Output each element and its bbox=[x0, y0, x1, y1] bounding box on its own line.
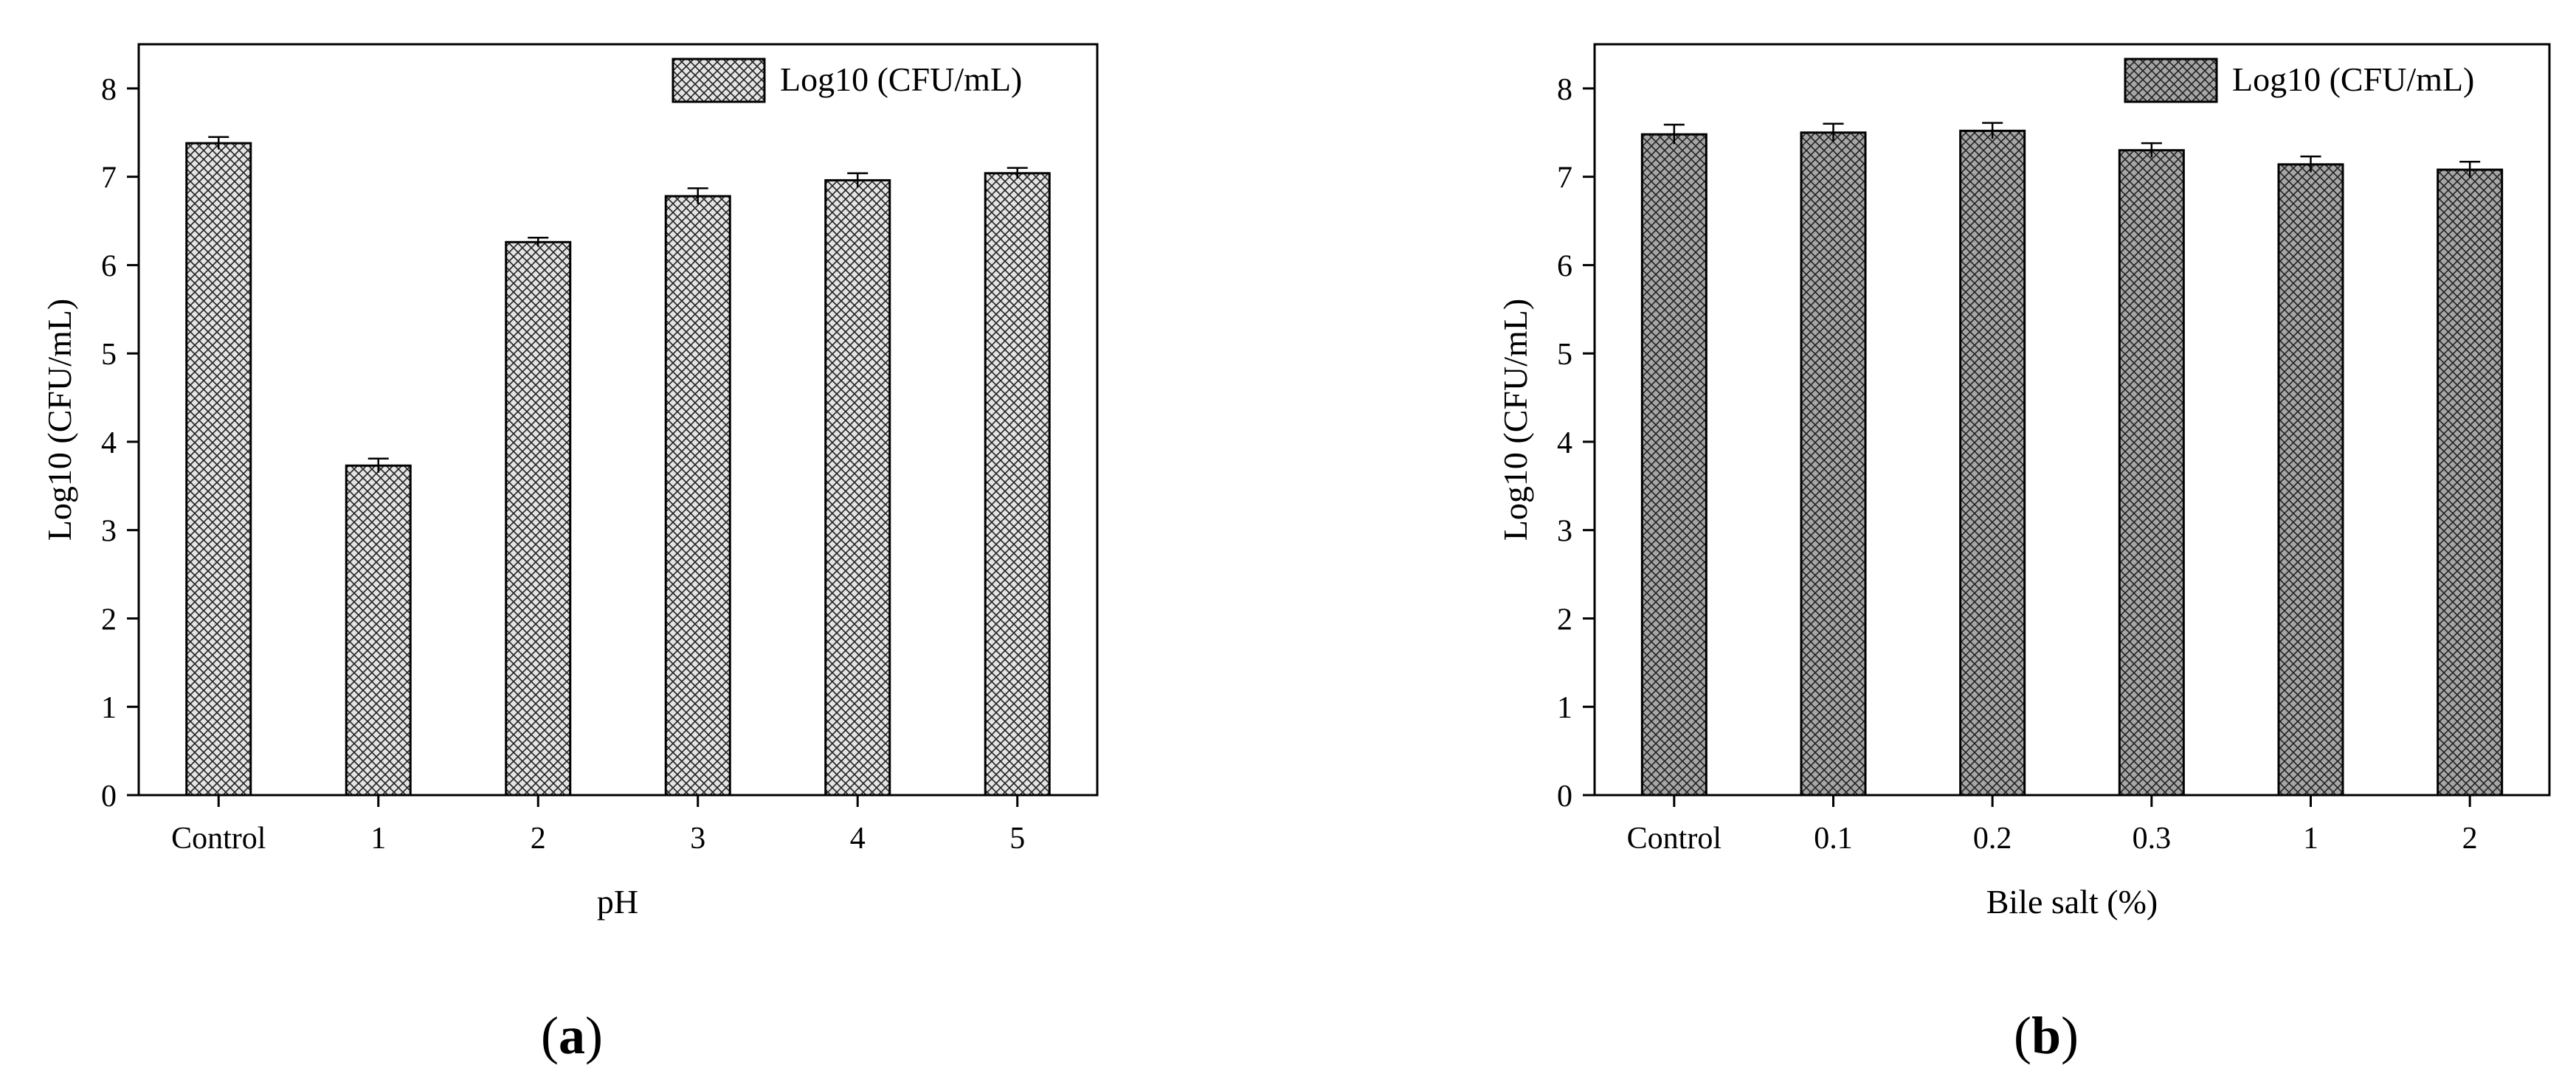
y-tick-label: 3 bbox=[101, 515, 117, 549]
bar bbox=[2118, 149, 2185, 797]
panel-label-letter: b bbox=[2031, 1006, 2061, 1065]
x-tick-label: 5 bbox=[1009, 822, 1025, 856]
bar bbox=[2437, 168, 2504, 797]
panel-label-open-paren: ( bbox=[2014, 1006, 2031, 1065]
legend-label: Log10 (CFU/mL) bbox=[780, 60, 1022, 98]
y-tick-label: 0 bbox=[101, 780, 117, 814]
plot-frame bbox=[137, 43, 1099, 797]
chart-panel-b: 0 1 2 3 4 5 6 7 8 Control 0.1 0.2 0.3 1 2 Bile salt (%)… bbox=[1496, 43, 2551, 1065]
x-axis-title: Bile salt (%) bbox=[1986, 883, 2158, 921]
y-tick-label: 2 bbox=[101, 603, 117, 637]
x-tick-label: Control bbox=[1627, 822, 1722, 856]
y-tick-label: 3 bbox=[1557, 515, 1572, 549]
y-tick-label: 7 bbox=[1557, 162, 1572, 195]
bar bbox=[984, 172, 1051, 797]
y-tick-label: 7 bbox=[101, 162, 117, 195]
legend-swatch bbox=[671, 58, 766, 103]
bar bbox=[505, 240, 572, 797]
panel-label: (b) bbox=[2014, 1006, 2079, 1065]
y-axis-title: Log10 (CFU/mL) bbox=[1496, 299, 1534, 541]
panel-label-close-paren: ) bbox=[585, 1006, 603, 1065]
y-tick-label: 5 bbox=[101, 338, 117, 372]
legend-label: Log10 (CFU/mL) bbox=[2232, 60, 2474, 98]
x-tick-label: 2 bbox=[2462, 822, 2478, 856]
x-tick-label: 0.1 bbox=[1814, 822, 1853, 856]
y-tick-label: 1 bbox=[1557, 691, 1572, 725]
x-tick-label: 0.2 bbox=[1973, 822, 2012, 856]
y-tick-label: 4 bbox=[101, 426, 117, 460]
bar bbox=[824, 178, 891, 797]
x-tick-label: 1 bbox=[370, 822, 386, 856]
panel-label-letter: a bbox=[559, 1006, 585, 1065]
x-axis-title: pH bbox=[597, 883, 638, 921]
x-tick-label: 3 bbox=[690, 822, 705, 856]
y-tick-label: 2 bbox=[1557, 603, 1572, 637]
x-tick-label: 0.3 bbox=[2133, 822, 2172, 856]
panel-label-close-paren: ) bbox=[2061, 1006, 2079, 1065]
chart-panel-a: 0 1 2 3 4 5 6 7 8 Control 1 2 3 4 5 pH Log10 (CFU/mL) Log… bbox=[41, 43, 1099, 1065]
y-tick-label: 6 bbox=[101, 249, 117, 283]
bar bbox=[664, 195, 731, 797]
y-tick-label: 8 bbox=[101, 73, 117, 107]
legend-swatch bbox=[2124, 58, 2218, 103]
x-tick-label: 4 bbox=[850, 822, 866, 856]
y-tick-label: 0 bbox=[1557, 780, 1572, 814]
y-tick-label: 1 bbox=[101, 691, 117, 725]
x-tick-label: Control bbox=[171, 822, 266, 856]
y-tick-label: 6 bbox=[1557, 249, 1572, 283]
y-tick-label: 5 bbox=[1557, 338, 1572, 372]
panel-label: (a) bbox=[541, 1006, 603, 1065]
bar bbox=[2277, 163, 2344, 797]
bar bbox=[345, 464, 412, 797]
panel-label-open-paren: ( bbox=[541, 1006, 559, 1065]
bar bbox=[1640, 133, 1707, 797]
plot-frame bbox=[1593, 43, 2551, 797]
bar bbox=[1959, 129, 2026, 797]
x-tick-label: 2 bbox=[531, 822, 546, 856]
x-tick-label: 1 bbox=[2303, 822, 2318, 856]
y-tick-label: 4 bbox=[1557, 426, 1572, 460]
bar bbox=[185, 142, 252, 797]
y-tick-label: 8 bbox=[1557, 73, 1572, 107]
y-axis-title: Log10 (CFU/mL) bbox=[41, 299, 78, 541]
bar bbox=[1800, 131, 1867, 797]
